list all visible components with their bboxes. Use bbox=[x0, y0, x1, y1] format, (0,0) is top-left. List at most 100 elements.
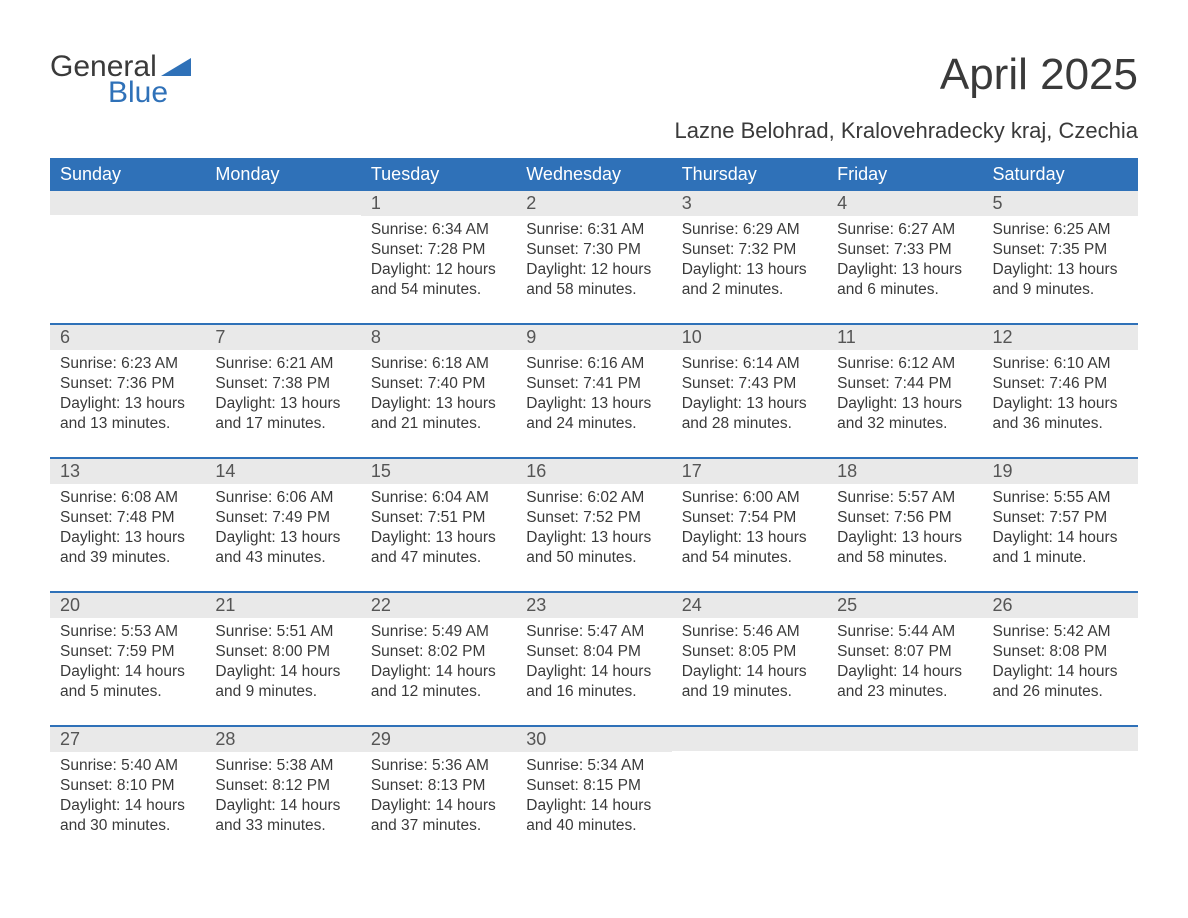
day-body bbox=[983, 751, 1138, 759]
date-number: 11 bbox=[827, 325, 982, 350]
daylight-text: Daylight: 12 hours and 58 minutes. bbox=[526, 260, 661, 300]
weekday-header: Sunday bbox=[50, 158, 205, 191]
day-cell bbox=[50, 191, 205, 309]
daylight-text: Daylight: 13 hours and 21 minutes. bbox=[371, 394, 506, 434]
day-cell: 5Sunrise: 6:25 AMSunset: 7:35 PMDaylight… bbox=[983, 191, 1138, 309]
date-number: 27 bbox=[50, 727, 205, 752]
sunrise-text: Sunrise: 6:14 AM bbox=[682, 354, 817, 374]
sunset-text: Sunset: 7:59 PM bbox=[60, 642, 195, 662]
sunrise-text: Sunrise: 5:55 AM bbox=[993, 488, 1128, 508]
day-body: Sunrise: 6:10 AMSunset: 7:46 PMDaylight:… bbox=[983, 350, 1138, 439]
day-cell bbox=[827, 727, 982, 845]
daylight-text: Daylight: 13 hours and 24 minutes. bbox=[526, 394, 661, 434]
date-number: 12 bbox=[983, 325, 1138, 350]
sunset-text: Sunset: 7:33 PM bbox=[837, 240, 972, 260]
sunset-text: Sunset: 7:36 PM bbox=[60, 374, 195, 394]
sunrise-text: Sunrise: 6:29 AM bbox=[682, 220, 817, 240]
daylight-text: Daylight: 13 hours and 28 minutes. bbox=[682, 394, 817, 434]
day-cell: 20 Sunrise: 5:53 AMSunset: 7:59 PMDayligh… bbox=[50, 593, 205, 711]
date-number: 8 bbox=[361, 325, 516, 350]
daylight-text: Daylight: 13 hours and 9 minutes. bbox=[993, 260, 1128, 300]
date-number: 13 bbox=[50, 459, 205, 484]
day-body: Sunrise: 5:34 AMSunset: 8:15 PMDaylight:… bbox=[516, 752, 671, 841]
sunrise-text: Sunrise: 5:53 AM bbox=[60, 622, 195, 642]
sunset-text: Sunset: 7:41 PM bbox=[526, 374, 661, 394]
day-cell: 3Sunrise: 6:29 AMSunset: 7:32 PMDaylight… bbox=[672, 191, 827, 309]
date-number bbox=[983, 727, 1138, 751]
week-row: 6Sunrise: 6:23 AMSunset: 7:36 PMDaylight… bbox=[50, 323, 1138, 443]
sunset-text: Sunset: 8:08 PM bbox=[993, 642, 1128, 662]
day-cell bbox=[672, 727, 827, 845]
date-number bbox=[205, 191, 360, 215]
sunset-text: Sunset: 7:51 PM bbox=[371, 508, 506, 528]
date-number bbox=[827, 727, 982, 751]
day-cell: 11Sunrise: 6:12 AMSunset: 7:44 PMDayligh… bbox=[827, 325, 982, 443]
sunset-text: Sunset: 8:15 PM bbox=[526, 776, 661, 796]
week-row: 1Sunrise: 6:34 AMSunset: 7:28 PMDaylight… bbox=[50, 191, 1138, 309]
sunset-text: Sunset: 8:10 PM bbox=[60, 776, 195, 796]
day-body: Sunrise: 6:23 AMSunset: 7:36 PMDaylight:… bbox=[50, 350, 205, 439]
date-number: 18 bbox=[827, 459, 982, 484]
date-number: 17 bbox=[672, 459, 827, 484]
day-cell: 24Sunrise: 5:46 AMSunset: 8:05 PMDayligh… bbox=[672, 593, 827, 711]
sunrise-text: Sunrise: 6:31 AM bbox=[526, 220, 661, 240]
daylight-text: Daylight: 13 hours and 43 minutes. bbox=[215, 528, 350, 568]
date-number: 21 bbox=[205, 593, 360, 618]
sunrise-text: Sunrise: 5:57 AM bbox=[837, 488, 972, 508]
sunrise-text: Sunrise: 5:44 AM bbox=[837, 622, 972, 642]
daylight-text: Daylight: 14 hours and 26 minutes. bbox=[993, 662, 1128, 702]
day-cell: 16Sunrise: 6:02 AMSunset: 7:52 PMDayligh… bbox=[516, 459, 671, 577]
day-body: Sunrise: 6:08 AMSunset: 7:48 PMDaylight:… bbox=[50, 484, 205, 573]
daylight-text: Daylight: 13 hours and 58 minutes. bbox=[837, 528, 972, 568]
day-body: Sunrise: 6:25 AMSunset: 7:35 PMDaylight:… bbox=[983, 216, 1138, 305]
sunrise-text: Sunrise: 6:25 AM bbox=[993, 220, 1128, 240]
date-number: 19 bbox=[983, 459, 1138, 484]
sunrise-text: Sunrise: 5:36 AM bbox=[371, 756, 506, 776]
daylight-text: Daylight: 13 hours and 13 minutes. bbox=[60, 394, 195, 434]
daylight-text: Daylight: 13 hours and 2 minutes. bbox=[682, 260, 817, 300]
sunset-text: Sunset: 7:28 PM bbox=[371, 240, 506, 260]
day-body: Sunrise: 5:42 AMSunset: 8:08 PMDaylight:… bbox=[983, 618, 1138, 707]
day-cell: 27Sunrise: 5:40 AMSunset: 8:10 PMDayligh… bbox=[50, 727, 205, 845]
date-number: 6 bbox=[50, 325, 205, 350]
daylight-text: Daylight: 13 hours and 6 minutes. bbox=[837, 260, 972, 300]
weekday-header: Thursday bbox=[672, 158, 827, 191]
day-body: Sunrise: 6:31 AMSunset: 7:30 PMDaylight:… bbox=[516, 216, 671, 305]
day-cell: 29Sunrise: 5:36 AMSunset: 8:13 PMDayligh… bbox=[361, 727, 516, 845]
day-body: Sunrise: 6:34 AMSunset: 7:28 PMDaylight:… bbox=[361, 216, 516, 305]
sunset-text: Sunset: 7:35 PM bbox=[993, 240, 1128, 260]
sunrise-text: Sunrise: 6:06 AM bbox=[215, 488, 350, 508]
daylight-text: Daylight: 13 hours and 17 minutes. bbox=[215, 394, 350, 434]
sunset-text: Sunset: 7:54 PM bbox=[682, 508, 817, 528]
daylight-text: Daylight: 14 hours and 33 minutes. bbox=[215, 796, 350, 836]
day-cell: 26Sunrise: 5:42 AMSunset: 8:08 PMDayligh… bbox=[983, 593, 1138, 711]
sunrise-text: Sunrise: 6:34 AM bbox=[371, 220, 506, 240]
day-body: Sunrise: 5:46 AMSunset: 8:05 PMDaylight:… bbox=[672, 618, 827, 707]
day-body: Sunrise: 6:06 AMSunset: 7:49 PMDaylight:… bbox=[205, 484, 360, 573]
logo-text-blue: Blue bbox=[108, 76, 191, 110]
daylight-text: Daylight: 14 hours and 9 minutes. bbox=[215, 662, 350, 702]
sunset-text: Sunset: 8:00 PM bbox=[215, 642, 350, 662]
daylight-text: Daylight: 12 hours and 54 minutes. bbox=[371, 260, 506, 300]
day-cell: 7Sunrise: 6:21 AMSunset: 7:38 PMDaylight… bbox=[205, 325, 360, 443]
sunset-text: Sunset: 7:57 PM bbox=[993, 508, 1128, 528]
sunset-text: Sunset: 7:30 PM bbox=[526, 240, 661, 260]
logo-sail-icon bbox=[161, 54, 191, 76]
day-cell: 8Sunrise: 6:18 AMSunset: 7:40 PMDaylight… bbox=[361, 325, 516, 443]
day-cell: 28Sunrise: 5:38 AMSunset: 8:12 PMDayligh… bbox=[205, 727, 360, 845]
sunrise-text: Sunrise: 6:12 AM bbox=[837, 354, 972, 374]
date-number: 20 bbox=[50, 593, 205, 618]
date-number bbox=[50, 191, 205, 215]
day-body: Sunrise: 5:40 AMSunset: 8:10 PMDaylight:… bbox=[50, 752, 205, 841]
sunset-text: Sunset: 8:12 PM bbox=[215, 776, 350, 796]
date-number: 4 bbox=[827, 191, 982, 216]
sunset-text: Sunset: 7:46 PM bbox=[993, 374, 1128, 394]
day-body: Sunrise: 5:44 AMSunset: 8:07 PMDaylight:… bbox=[827, 618, 982, 707]
date-number bbox=[672, 727, 827, 751]
day-body: Sunrise: 5:38 AMSunset: 8:12 PMDaylight:… bbox=[205, 752, 360, 841]
sunset-text: Sunset: 7:48 PM bbox=[60, 508, 195, 528]
date-number: 30 bbox=[516, 727, 671, 752]
sunrise-text: Sunrise: 5:38 AM bbox=[215, 756, 350, 776]
sunrise-text: Sunrise: 6:23 AM bbox=[60, 354, 195, 374]
daylight-text: Daylight: 14 hours and 5 minutes. bbox=[60, 662, 195, 702]
